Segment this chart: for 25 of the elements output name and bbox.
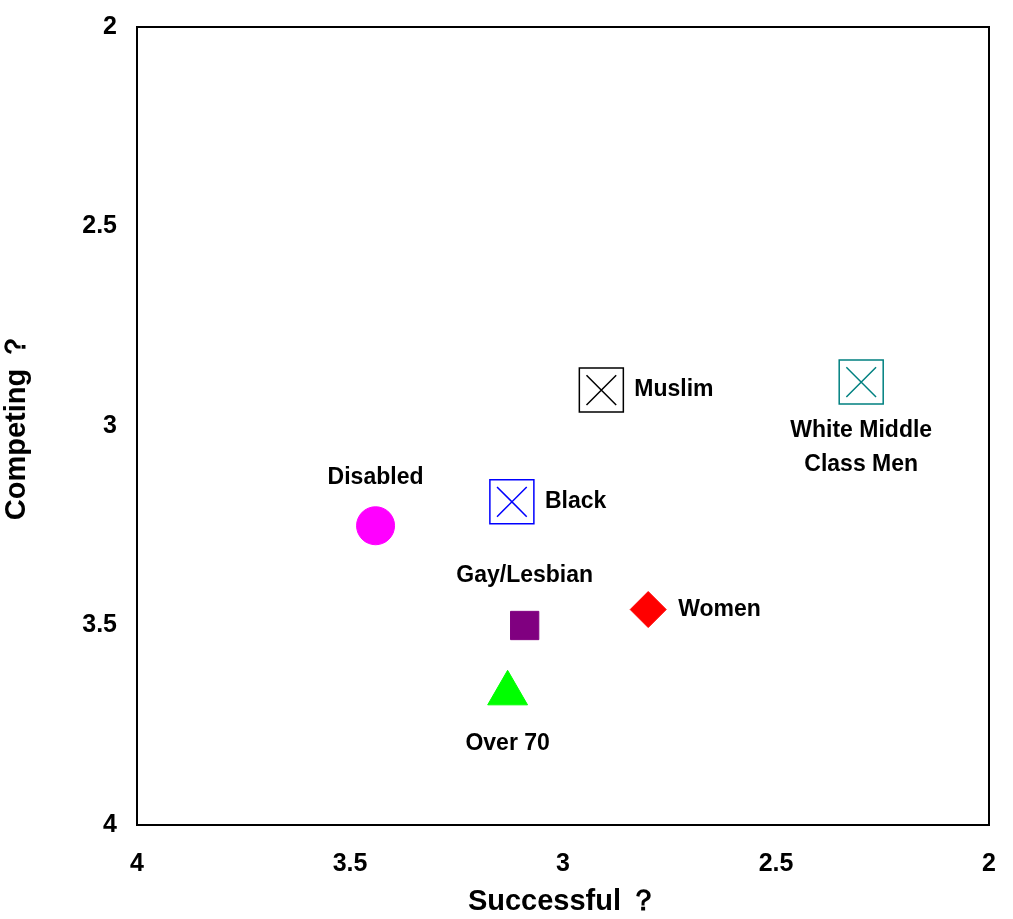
- x-tick-label: 2.5: [758, 847, 794, 876]
- point: [510, 610, 540, 641]
- x-tick-label: 3.5: [332, 847, 368, 876]
- point: [356, 506, 396, 546]
- x-tick-label: 3: [556, 847, 570, 876]
- point: [489, 479, 535, 525]
- y-tick-label: 3.5: [82, 609, 118, 638]
- series-label: Women: [678, 594, 761, 621]
- y-axis-title: Competing ？: [0, 331, 32, 521]
- series-label: Over 70: [465, 729, 550, 756]
- y-tick-label: 3: [103, 409, 117, 438]
- x-tick-label: 4: [130, 847, 145, 876]
- x-tick-label: 2: [982, 847, 996, 876]
- series-label: Black: [544, 487, 607, 514]
- text: White Middle Class Men: [790, 415, 933, 476]
- y-tick-label: 4: [103, 808, 118, 837]
- series-label: Muslim: [634, 375, 714, 402]
- x-axis-title: Successful ？: [467, 883, 659, 916]
- series-label: Gay/Lesbian: [456, 561, 594, 588]
- point: [838, 359, 884, 405]
- y-tick-label: 2.5: [82, 210, 118, 239]
- point: [578, 367, 625, 413]
- y-tick-label: 2: [103, 10, 117, 39]
- point: [629, 591, 667, 629]
- series-label: Disabled: [327, 462, 424, 489]
